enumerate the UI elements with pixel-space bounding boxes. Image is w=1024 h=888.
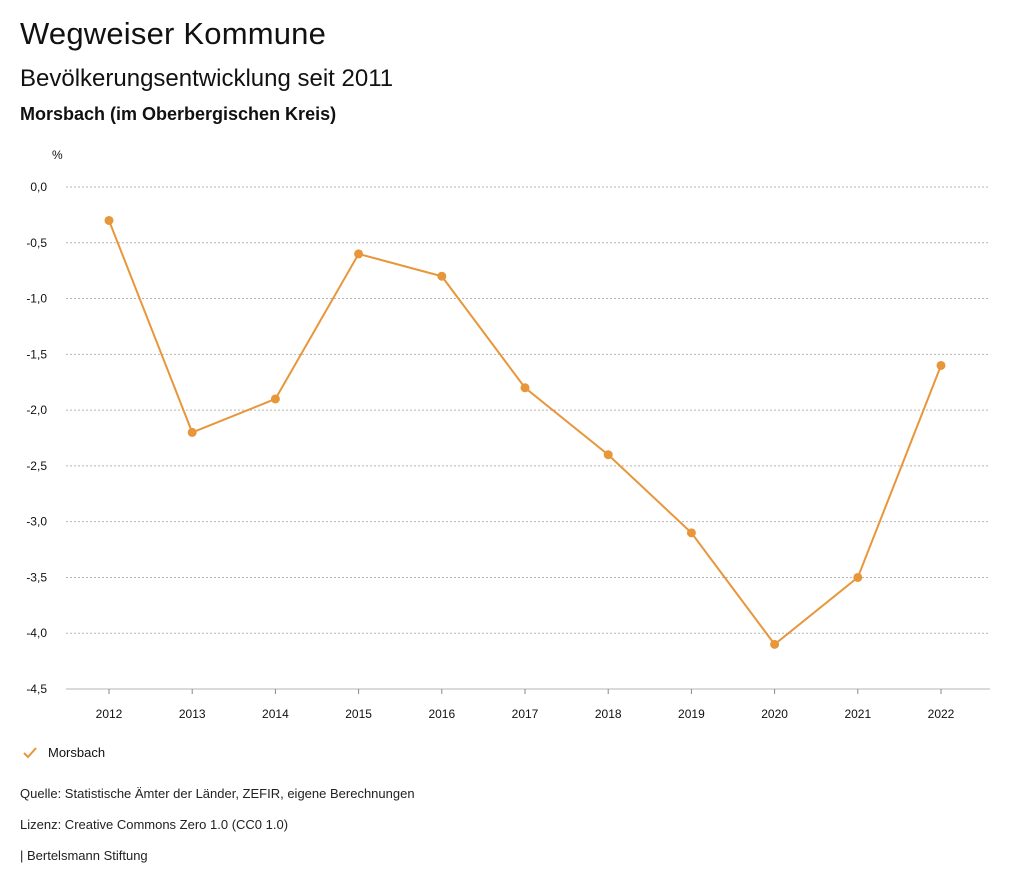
x-tick-label: 2017: [512, 707, 539, 721]
x-tick-label: 2019: [678, 707, 705, 721]
x-tick-label: 2018: [595, 707, 622, 721]
chart-legend[interactable]: Morsbach: [22, 745, 105, 760]
data-point[interactable]: [853, 572, 863, 582]
source-note: Quelle: Statistische Ämter der Länder, Z…: [20, 786, 415, 801]
line-chart: % 0,0 -0,5 -1,0 -1,5 -2,0 -2,5 -3,0 -3,5 -4,0 -4,…: [26, 148, 990, 721]
x-tick-label: 2014: [262, 707, 289, 721]
license-note: Lizenz: Creative Commons Zero 1.0 (CC0 1…: [20, 817, 289, 832]
y-tick-label: -1,0: [26, 292, 47, 306]
x-tick-label: 2021: [844, 707, 871, 721]
data-point[interactable]: [437, 271, 447, 281]
legend-label-morsbach: Morsbach: [48, 745, 106, 760]
y-tick-label: -3,0: [26, 515, 47, 529]
y-tick-label: -4,0: [26, 626, 47, 640]
y-tick-label: -4,5: [26, 682, 47, 696]
data-point[interactable]: [686, 528, 696, 538]
y-tick-label: -2,0: [26, 403, 47, 417]
x-tick-label: 2013: [179, 707, 206, 721]
publisher-note[interactable]: | Bertelsmann Stiftung: [20, 848, 148, 863]
y-tick-label: -2,5: [26, 459, 47, 473]
data-point[interactable]: [354, 249, 364, 259]
x-tick-label: 2015: [345, 707, 372, 721]
y-tick-label: -0,5: [26, 236, 47, 250]
data-point[interactable]: [770, 639, 780, 649]
data-point[interactable]: [603, 450, 613, 460]
data-point[interactable]: [936, 360, 946, 370]
y-tick-label: -1,5: [26, 347, 47, 361]
x-tick-label: 2022: [928, 707, 955, 721]
y-tick-label: 0,0: [30, 180, 47, 194]
y-tick-label: -3,5: [26, 570, 47, 584]
y-axis-unit-label: %: [52, 148, 63, 162]
data-point[interactable]: [270, 394, 280, 404]
data-point[interactable]: [520, 383, 530, 393]
page-title: Wegweiser Kommune: [20, 16, 327, 51]
region-label: Morsbach (im Oberbergischen Kreis): [20, 104, 337, 124]
data-point[interactable]: [187, 427, 197, 437]
legend-check-icon: [23, 746, 37, 758]
series-line-morsbach: [108, 220, 942, 646]
x-tick-label: 2020: [761, 707, 788, 721]
x-tick-label: 2012: [96, 707, 123, 721]
x-tick-label: 2016: [428, 707, 455, 721]
chart-subtitle: Bevölkerungsentwicklung seit 2011: [20, 65, 394, 92]
data-point[interactable]: [104, 215, 114, 225]
